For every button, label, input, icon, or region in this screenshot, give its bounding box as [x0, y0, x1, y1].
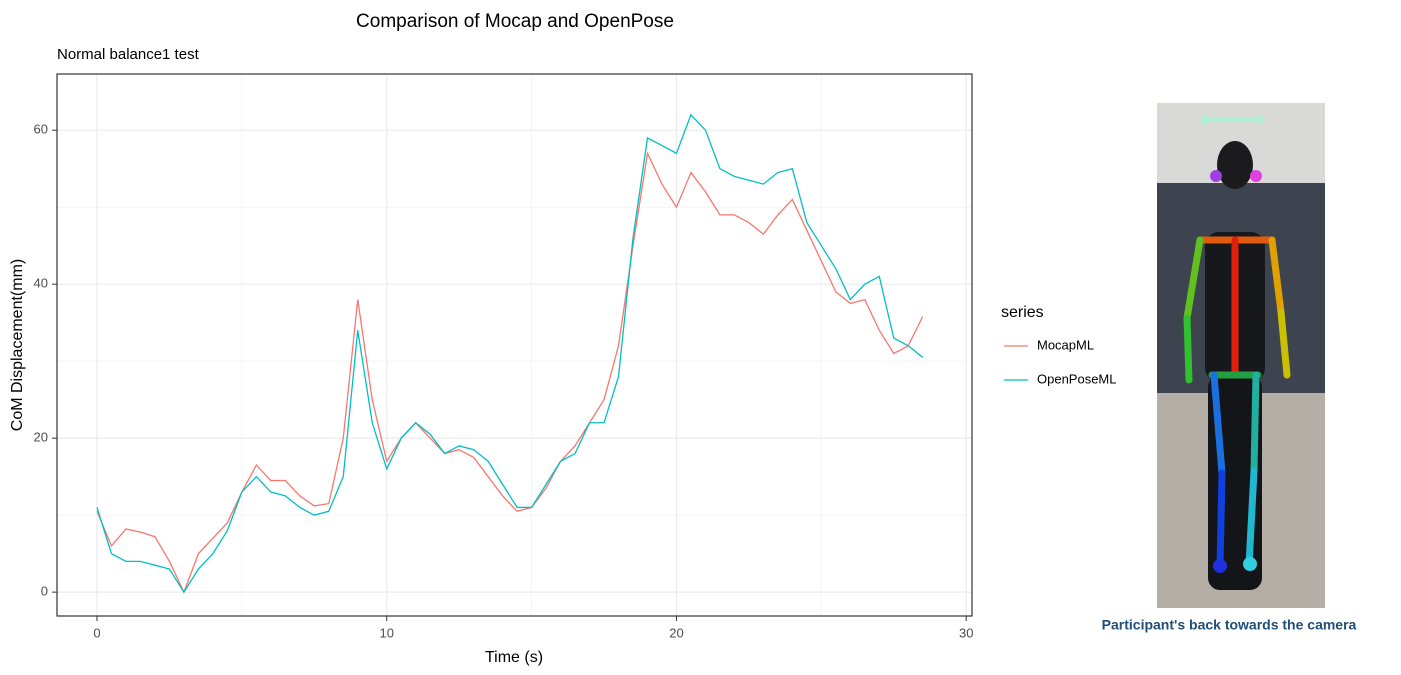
bone — [1210, 371, 1226, 477]
y-tick-label: 60 — [34, 122, 48, 137]
bone — [1183, 314, 1193, 384]
photo-caption: Participant's back towards the camera — [1102, 617, 1357, 633]
chart-subtitle: Normal balance1 test — [57, 46, 200, 63]
x-tick-label: 30 — [959, 625, 973, 640]
x-tick-label: 0 — [93, 625, 100, 640]
joint — [1210, 170, 1222, 182]
y-tick-label: 20 — [34, 430, 48, 445]
joint — [1213, 559, 1227, 573]
bone — [1277, 308, 1291, 379]
chart-title: Comparison of Mocap and OpenPose — [356, 11, 674, 32]
joint — [1243, 557, 1257, 571]
bone — [1268, 236, 1285, 316]
plot-border — [56, 73, 973, 617]
arrow-head — [1199, 114, 1208, 126]
head — [1217, 141, 1253, 189]
y-axis-label: CoM Displacement(mm) — [9, 259, 26, 431]
series-line — [96, 113, 924, 594]
plot-background — [57, 74, 972, 616]
x-tick-label: 20 — [669, 625, 683, 640]
skeleton — [1183, 170, 1291, 573]
bone — [1183, 236, 1204, 322]
bone — [1250, 371, 1260, 475]
x-axis-label: Time (s) — [485, 649, 543, 666]
legend-title: series — [1001, 304, 1044, 321]
series-line — [96, 151, 924, 594]
y-tick-label: 0 — [41, 584, 48, 599]
joint — [1250, 170, 1262, 182]
y-tick-label: 40 — [34, 276, 48, 291]
photo — [1157, 103, 1325, 608]
bone — [1245, 467, 1258, 569]
x-tick-label: 10 — [379, 625, 393, 640]
legend-label: MocapML — [1037, 337, 1094, 352]
bone — [1216, 469, 1226, 570]
arrow-head — [1257, 114, 1266, 126]
legend-label: OpenPoseML — [1037, 371, 1117, 386]
plot: 0 10 20 30 0 20 40 60 series MocapML OpenPoseML — [34, 73, 1117, 640]
